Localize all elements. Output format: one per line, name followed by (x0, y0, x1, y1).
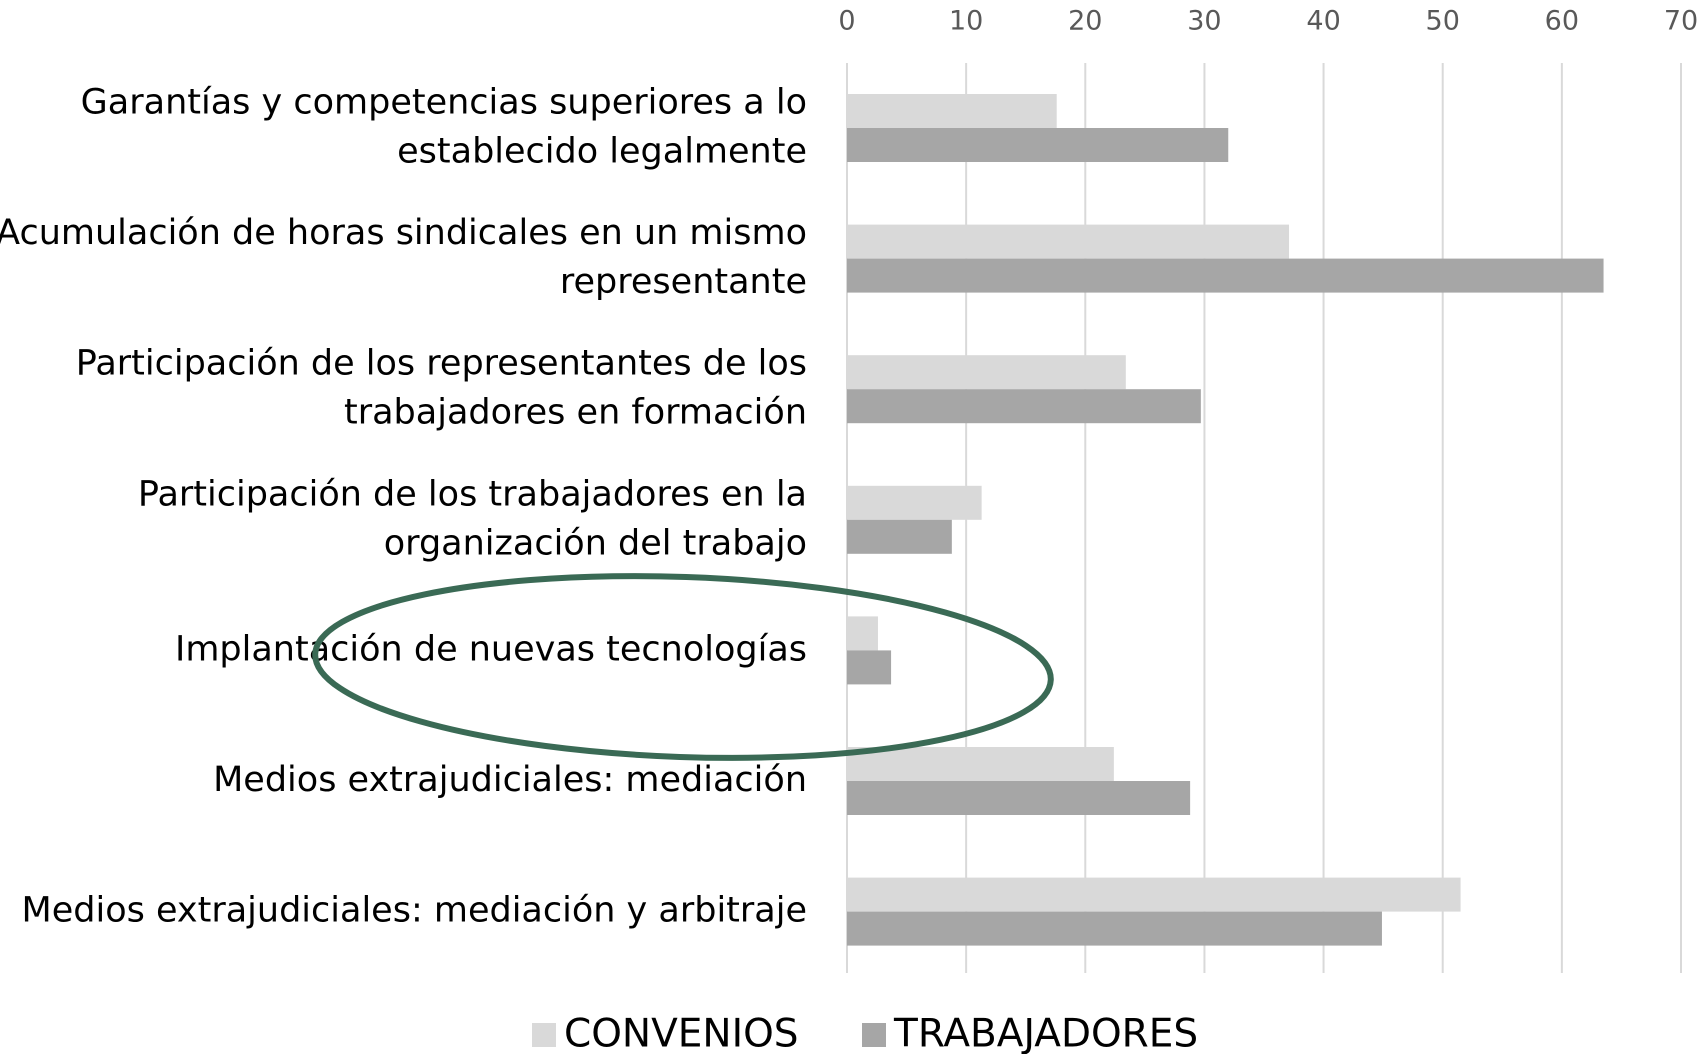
x-tick-label: 10 (949, 6, 983, 37)
bar (847, 781, 1191, 815)
x-tick-label: 40 (1306, 6, 1340, 37)
category-label: Participación de los trabajadores en la (138, 474, 807, 514)
bars (847, 94, 1604, 946)
category-label: Garantías y competencias superiores a lo (81, 83, 807, 123)
bar (847, 128, 1229, 162)
legend-label: CONVENIOS (564, 1012, 799, 1054)
bar (847, 877, 1461, 912)
x-tick-label: 60 (1545, 6, 1579, 37)
legend-swatch (862, 1023, 886, 1047)
bar (847, 224, 1290, 259)
legend-label: TRABAJADORES (893, 1012, 1198, 1054)
legend: CONVENIOS TRABAJADORES (532, 1012, 1198, 1054)
bar (847, 911, 1382, 946)
category-label: Implantación de nuevas tecnologías (175, 629, 807, 669)
category-label: Participación de los representantes de l… (76, 344, 807, 384)
grid (846, 63, 1682, 973)
x-tick-label: 50 (1426, 6, 1460, 37)
legend-swatch (532, 1023, 556, 1047)
category-label: establecido legalmente (397, 132, 807, 172)
labels: 0 10 20 30 40 50 60 70 Garantías y competencias … (0, 6, 1698, 931)
bar (847, 485, 982, 520)
x-tick-label: 70 (1664, 6, 1698, 37)
bar (847, 519, 952, 554)
category-label: representante (560, 262, 807, 302)
bar (847, 616, 878, 651)
x-tick-label: 30 (1187, 6, 1221, 37)
bar (847, 650, 892, 685)
x-tick-label: 20 (1068, 6, 1102, 37)
category-label: Medios extrajudiciales: mediación (213, 760, 807, 800)
category-label: Acumulación de horas sindicales en un mi… (0, 213, 807, 253)
bar (847, 94, 1057, 128)
category-label: Medios extrajudiciales: mediación y arbi… (22, 891, 807, 931)
x-tick-label: 0 (838, 6, 855, 37)
category-label: trabajadores en formación (344, 393, 807, 433)
category-label: organización del trabajo (384, 523, 807, 563)
highlight-ellipse (312, 573, 1054, 761)
bar (847, 389, 1201, 424)
bar (847, 258, 1604, 293)
bar (847, 747, 1114, 781)
bar (847, 355, 1126, 390)
